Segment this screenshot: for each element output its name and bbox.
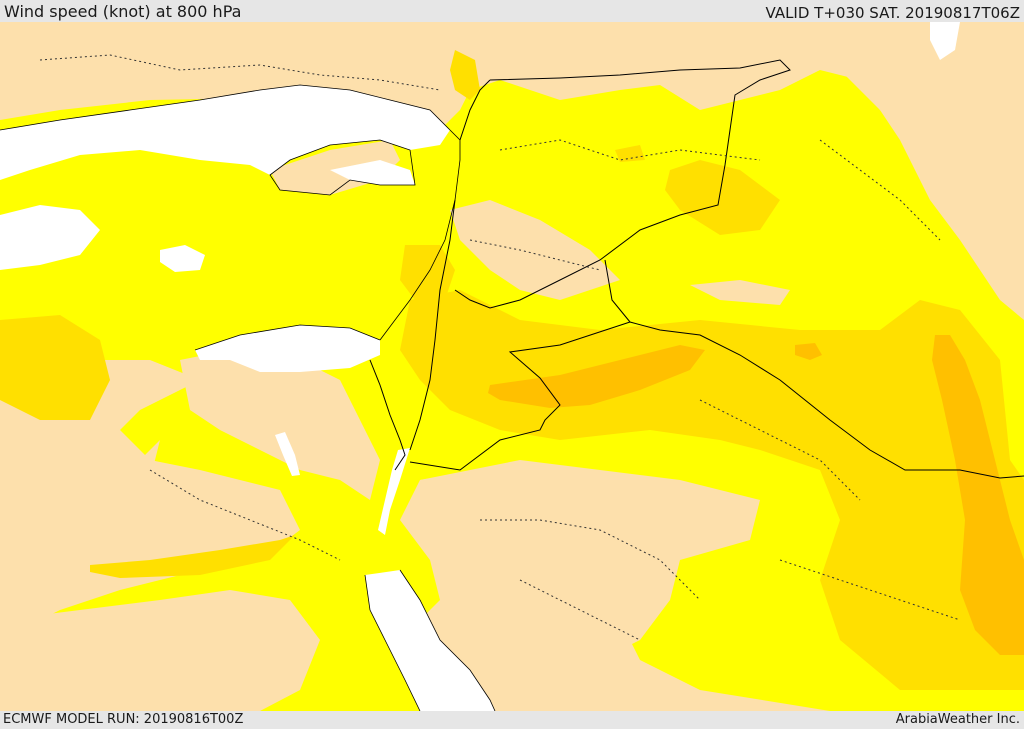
low-wind-patch-iraq bbox=[690, 280, 790, 305]
footer-bar: ECMWF MODEL RUN: 20190816T00Z ArabiaWeat… bbox=[0, 711, 1024, 729]
low-wind-patch-egypt bbox=[0, 440, 160, 560]
wind-band-orange-jordan bbox=[488, 345, 705, 408]
wind-band-gold-west bbox=[0, 315, 110, 420]
wind-band-gold-iraq bbox=[665, 160, 780, 235]
wind-speed-map bbox=[0, 22, 1024, 711]
valid-time-label: VALID T+030 SAT. 20190817T06Z bbox=[765, 4, 1020, 22]
low-wind-patch-syria bbox=[450, 200, 620, 300]
sea-patch-small bbox=[160, 245, 205, 272]
mediterranean-sea-south bbox=[195, 325, 380, 372]
country-borders bbox=[369, 59, 1024, 479]
low-wind-patch-southwest bbox=[0, 590, 320, 711]
model-run-label: ECMWF MODEL RUN: 20190816T00Z bbox=[3, 712, 244, 727]
caspian-sea-patch bbox=[930, 22, 960, 60]
wind-band-gold-egypt bbox=[90, 535, 295, 578]
wind-band-gold-small-1 bbox=[615, 145, 645, 162]
header-bar: Wind speed (knot) at 800 hPa VALID T+030… bbox=[0, 0, 1024, 22]
mediterranean-sea-cyprus-south bbox=[330, 160, 415, 185]
low-wind-patch-arabia bbox=[420, 460, 760, 711]
red-sea bbox=[365, 570, 495, 711]
low-wind-patch-turkey-coast bbox=[0, 22, 540, 100]
coastlines bbox=[0, 84, 496, 711]
wind-band-orange-small bbox=[795, 343, 822, 360]
low-wind-patch-sinai bbox=[180, 350, 380, 500]
mediterranean-sea-north bbox=[0, 85, 450, 180]
gulf-of-aqaba bbox=[378, 448, 410, 535]
low-wind-patch-northeast bbox=[530, 22, 1024, 290]
sea-patch-west bbox=[0, 205, 100, 270]
wind-band-gold-small-2 bbox=[450, 50, 480, 100]
map-title: Wind speed (knot) at 800 hPa bbox=[4, 2, 242, 21]
wind-band-orange-east bbox=[932, 335, 1024, 655]
gulf-of-suez bbox=[275, 432, 300, 476]
credit-label: ArabiaWeather Inc. bbox=[895, 712, 1020, 727]
internal-boundaries bbox=[39, 54, 961, 641]
